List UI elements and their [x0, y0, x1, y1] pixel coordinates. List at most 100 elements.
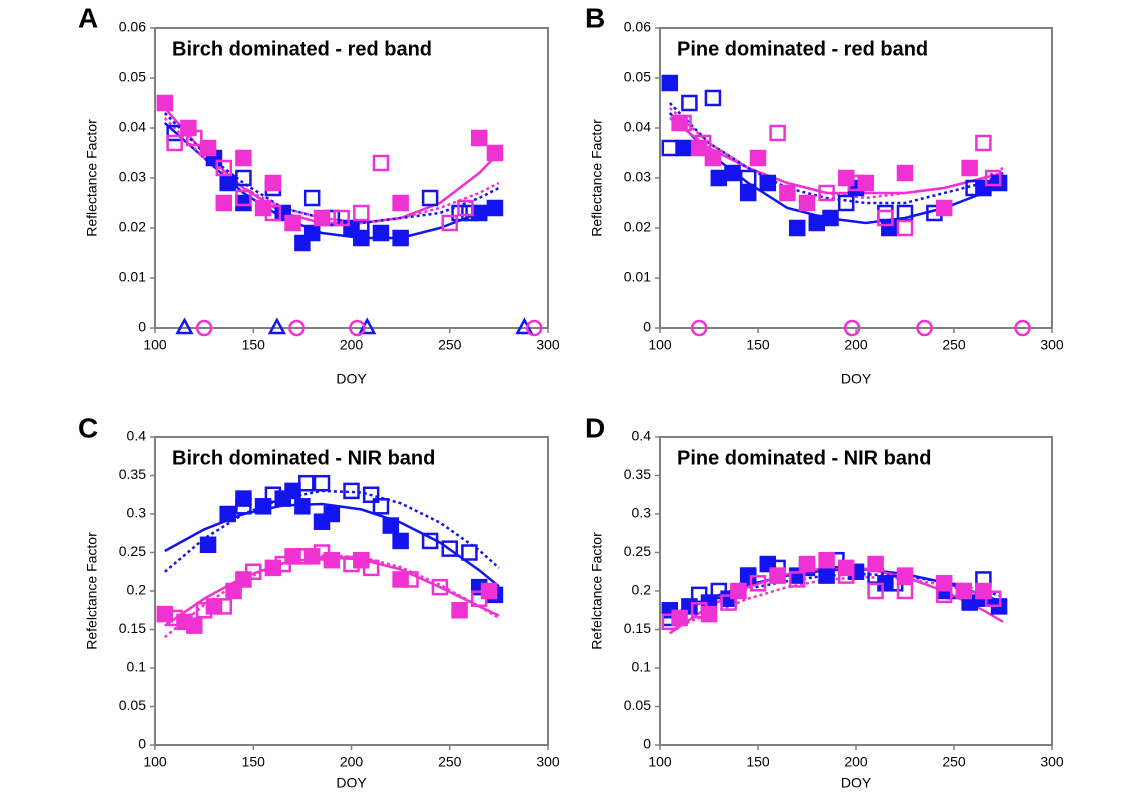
point	[156, 94, 174, 112]
point	[675, 139, 692, 157]
point	[264, 174, 282, 192]
point	[284, 482, 301, 500]
point	[235, 149, 252, 167]
panel-letter: A	[78, 2, 98, 33]
point	[837, 194, 855, 212]
point	[877, 209, 894, 227]
y-tick-label: 0.04	[119, 119, 146, 135]
y-tick-label: 0.15	[119, 620, 146, 636]
y-tick-label: 0.25	[119, 543, 146, 559]
y-tick-label: 0	[643, 319, 651, 335]
point	[441, 214, 458, 232]
x-tick-label: 300	[1040, 337, 1064, 353]
y-tick-label: 0.02	[119, 219, 146, 235]
y-tick-label: 0.01	[624, 269, 651, 285]
point	[199, 536, 217, 554]
point	[710, 582, 728, 600]
point	[372, 154, 390, 172]
y-tick-label: 0.25	[624, 543, 651, 559]
y-tick-label: 0.05	[624, 697, 651, 713]
point	[264, 559, 282, 577]
point	[166, 609, 183, 627]
y-tick-label: 0.03	[624, 169, 651, 185]
y-axis-label: Refelctance Factor	[84, 532, 100, 650]
point	[486, 199, 504, 217]
point	[694, 134, 712, 152]
point	[392, 532, 409, 550]
panel-title: Birch dominated - NIR band	[172, 447, 435, 469]
point	[235, 498, 252, 515]
point	[857, 174, 875, 192]
point	[867, 555, 884, 573]
point	[303, 224, 321, 242]
plot-frame	[154, 27, 549, 329]
x-tick-label: 250	[942, 337, 966, 353]
point	[690, 139, 708, 157]
point	[671, 114, 688, 132]
point	[245, 563, 262, 580]
point	[975, 134, 992, 152]
x-tick-label: 100	[143, 754, 167, 770]
x-axis-label: DOY	[841, 775, 872, 791]
point	[984, 169, 1002, 187]
point	[294, 548, 311, 565]
point	[704, 89, 722, 107]
point	[881, 219, 898, 237]
y-tick-label: 0.05	[119, 697, 146, 713]
zero-point	[195, 319, 213, 337]
point	[372, 498, 390, 515]
point	[818, 567, 835, 584]
point	[877, 204, 894, 222]
y-tick-label: 0.35	[624, 466, 651, 482]
y-tick-label: 0.04	[624, 119, 651, 135]
zero-point	[843, 319, 861, 337]
point	[343, 555, 360, 573]
panel-letter: C	[78, 412, 98, 443]
point	[186, 617, 203, 634]
x-tick-label: 200	[844, 337, 868, 353]
point	[402, 571, 419, 588]
y-tick-label: 0	[138, 319, 146, 335]
point	[235, 194, 252, 212]
x-tick-label: 100	[143, 337, 167, 353]
y-tick-label: 0.35	[119, 466, 146, 482]
y-tick-label: 0.2	[127, 582, 147, 598]
zero-point	[349, 319, 366, 337]
point	[739, 169, 757, 187]
x-tick-label: 150	[746, 337, 770, 353]
zero-point	[525, 319, 543, 337]
fit-curve	[163, 107, 500, 225]
x-tick-label: 200	[340, 754, 364, 770]
y-axis-label: Reflectance Factor	[84, 119, 100, 237]
point	[284, 214, 301, 232]
point	[166, 134, 183, 152]
point	[186, 129, 203, 147]
point	[441, 540, 458, 557]
point	[392, 571, 409, 588]
x-tick-label: 250	[942, 754, 966, 770]
point	[779, 184, 796, 202]
point	[392, 194, 409, 212]
point	[215, 598, 233, 615]
point	[470, 129, 488, 147]
x-tick-label: 100	[648, 337, 672, 353]
y-tick-label: 0	[138, 736, 146, 752]
zero-point	[288, 319, 305, 337]
y-tick-label: 0.02	[624, 219, 651, 235]
point	[769, 567, 786, 584]
point	[431, 578, 449, 596]
point	[739, 184, 757, 202]
point	[313, 209, 331, 227]
point	[421, 189, 439, 207]
point	[323, 505, 341, 523]
y-tick-label: 0.4	[127, 428, 147, 444]
point	[935, 586, 953, 604]
zero-point	[267, 317, 286, 335]
y-tick-label: 0.15	[624, 620, 651, 636]
point	[486, 144, 504, 162]
point	[837, 169, 855, 187]
point	[700, 605, 718, 623]
y-tick-label: 0.3	[632, 505, 652, 521]
y-tick-label: 0	[643, 736, 651, 752]
